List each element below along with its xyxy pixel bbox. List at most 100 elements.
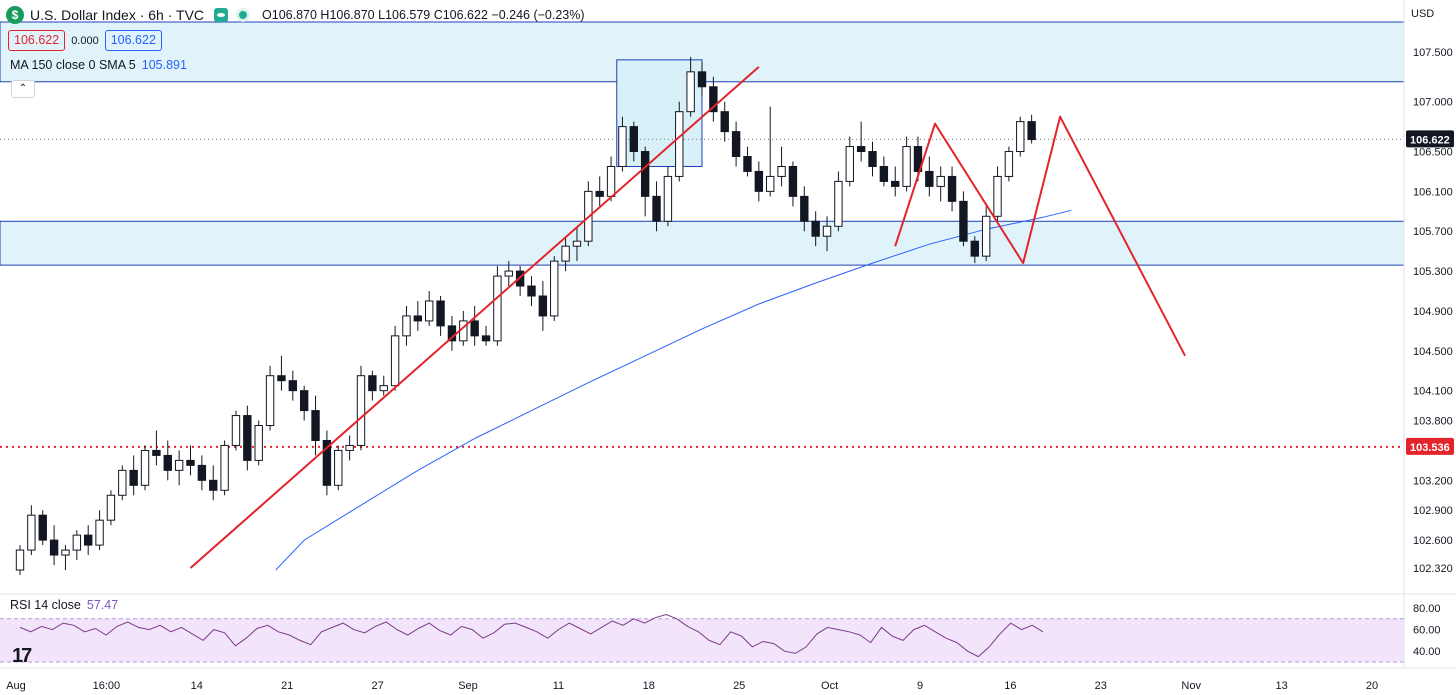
y-tick-label: 107.500 bbox=[1413, 47, 1453, 59]
candle-25 bbox=[299, 385, 309, 421]
buy-price-button[interactable]: 106.622 bbox=[104, 30, 162, 51]
candle-86 bbox=[993, 166, 1002, 222]
candle-12 bbox=[152, 430, 161, 466]
candle-80 bbox=[925, 156, 934, 197]
rsi-legend[interactable]: RSI 14 close 57.47 bbox=[10, 598, 118, 612]
candle-85 bbox=[981, 206, 991, 262]
candle-55 bbox=[640, 146, 650, 217]
candle-36 bbox=[425, 291, 434, 326]
candle-22 bbox=[265, 365, 275, 431]
candle-46 bbox=[538, 281, 548, 331]
symbol-header: $ U.S. Dollar Index · 6h · TVC O106.870 … bbox=[6, 4, 585, 26]
spread-value: 0.000 bbox=[71, 34, 99, 47]
candle-47 bbox=[550, 256, 559, 321]
y-tick-label: 104.500 bbox=[1413, 346, 1453, 358]
candle-28 bbox=[334, 445, 343, 491]
trendline bbox=[189, 66, 760, 569]
x-tick-label: 14 bbox=[191, 680, 203, 692]
candle-74 bbox=[856, 121, 866, 162]
candle-71 bbox=[822, 216, 832, 252]
candle-35 bbox=[413, 300, 423, 331]
projection-path bbox=[894, 115, 1186, 357]
candle-51 bbox=[595, 176, 604, 207]
y-tick-label: 102.320 bbox=[1413, 563, 1453, 575]
candle-8 bbox=[106, 490, 116, 526]
x-tick-label: 11 bbox=[553, 680, 564, 692]
candle-60 bbox=[697, 61, 707, 97]
last-price-tag-label: 106.622 bbox=[1410, 134, 1450, 146]
y-tick-label: 103.800 bbox=[1413, 416, 1453, 428]
candle-72 bbox=[834, 171, 843, 232]
candle-18 bbox=[220, 440, 229, 496]
collapse-legend-button[interactable]: ⌃ bbox=[11, 80, 35, 98]
candle-81 bbox=[936, 166, 945, 202]
market-status-dot-icon bbox=[236, 8, 251, 22]
candle-77 bbox=[891, 166, 900, 197]
candle-30 bbox=[356, 365, 366, 451]
candle-14 bbox=[174, 450, 184, 486]
symbol-title[interactable]: U.S. Dollar Index · 6h · TVC bbox=[30, 7, 205, 23]
candle-20 bbox=[243, 405, 252, 471]
x-tick-label: 21 bbox=[281, 680, 293, 692]
dollar-logo-icon: $ bbox=[6, 6, 24, 24]
y-tick-label: 106.100 bbox=[1413, 186, 1453, 198]
currency-label[interactable]: USD bbox=[1411, 8, 1435, 20]
candle-57 bbox=[663, 166, 673, 227]
candle-66 bbox=[766, 106, 775, 197]
candle-84 bbox=[970, 236, 979, 264]
candle-59 bbox=[686, 56, 695, 117]
candle-24 bbox=[288, 370, 297, 401]
y-tick-label: 104.100 bbox=[1413, 386, 1453, 398]
candle-10 bbox=[129, 455, 138, 496]
x-tick-label: 20 bbox=[1366, 680, 1378, 692]
visibility-eye-icon[interactable] bbox=[214, 8, 229, 22]
candle-64 bbox=[743, 146, 752, 177]
y-tick-label: 106.500 bbox=[1413, 147, 1453, 159]
candle-40 bbox=[470, 305, 479, 346]
candle-67 bbox=[777, 146, 786, 187]
ma-value: 105.891 bbox=[141, 58, 187, 72]
candle-31 bbox=[368, 370, 377, 401]
tradingview-logo: 17 bbox=[12, 645, 32, 667]
sell-price-button[interactable]: 106.622 bbox=[8, 30, 66, 51]
candle-11 bbox=[140, 445, 150, 491]
candle-2 bbox=[38, 510, 47, 546]
candle-58 bbox=[675, 101, 684, 182]
candle-61 bbox=[709, 76, 718, 122]
candle-78 bbox=[902, 136, 911, 192]
candle-7 bbox=[95, 510, 104, 551]
x-tick-label: 9 bbox=[917, 680, 923, 692]
x-tick-label: 13 bbox=[1275, 680, 1287, 692]
ma150-line bbox=[275, 209, 1072, 571]
candle-76 bbox=[879, 156, 889, 187]
candle-29 bbox=[345, 435, 354, 461]
candle-65 bbox=[754, 161, 764, 202]
candle-56 bbox=[652, 181, 661, 232]
candle-4 bbox=[61, 545, 70, 570]
rsi-value: 57.47 bbox=[86, 598, 119, 612]
candle-87 bbox=[1004, 146, 1014, 182]
candle-88 bbox=[1016, 116, 1025, 157]
candle-63 bbox=[731, 121, 741, 167]
x-tick-label: Oct bbox=[821, 680, 838, 692]
candle-48 bbox=[561, 236, 570, 272]
candle-49 bbox=[572, 226, 582, 262]
y-tick-label: 105.300 bbox=[1413, 266, 1453, 278]
candle-82 bbox=[947, 166, 957, 212]
trade-price-row: 106.622 0.000 106.622 bbox=[8, 30, 162, 51]
candle-54 bbox=[629, 121, 638, 162]
x-tick-label: 18 bbox=[643, 680, 655, 692]
ma-legend[interactable]: MA 150 close 0 SMA 5 105.891 bbox=[10, 58, 187, 72]
candle-13 bbox=[163, 440, 172, 481]
candle-16 bbox=[197, 455, 207, 491]
y-tick-label: 107.000 bbox=[1413, 97, 1453, 109]
candle-83 bbox=[959, 191, 968, 247]
candle-15 bbox=[186, 445, 195, 476]
rsi-label: RSI 14 close bbox=[10, 598, 81, 612]
candle-89 bbox=[1027, 114, 1036, 144]
y-tick-label: 102.900 bbox=[1413, 505, 1453, 517]
candle-6 bbox=[84, 525, 93, 556]
candle-42 bbox=[493, 266, 502, 346]
candle-70 bbox=[811, 211, 820, 247]
